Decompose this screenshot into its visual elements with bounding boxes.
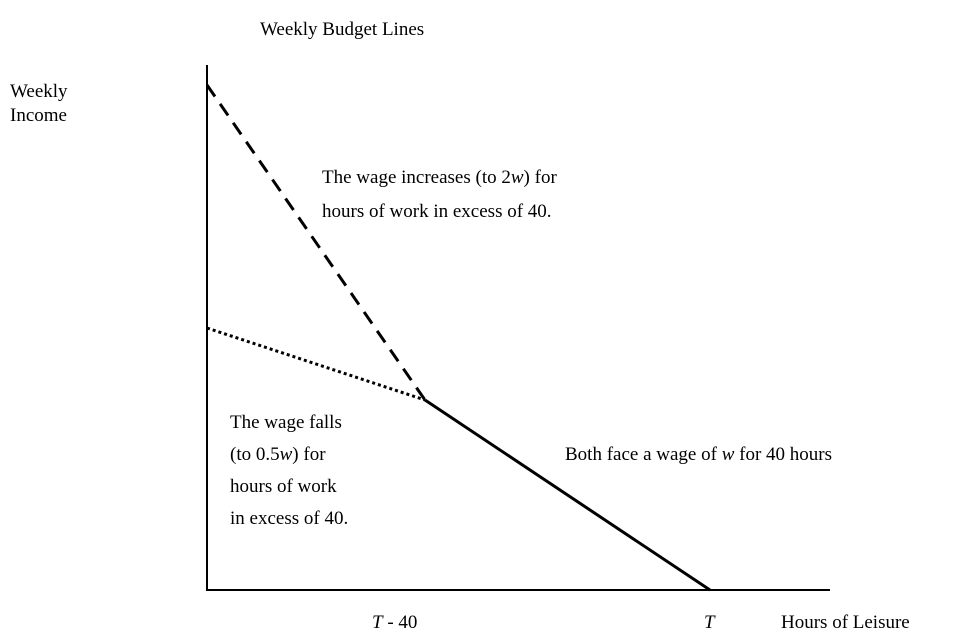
text-span: T — [372, 612, 384, 629]
text-span: ) for — [292, 444, 326, 465]
annotation-line: in excess of 40. — [230, 508, 348, 529]
annotation-line: (to 0.5w) for — [230, 444, 326, 465]
annotation-line: The wage falls — [230, 412, 342, 433]
annotation-line: hours of work in excess of 40. — [322, 201, 552, 222]
text-span: w — [511, 167, 524, 188]
annotation-line: Both face a wage of w for 40 hours — [565, 444, 832, 465]
dotted-budget-line — [206, 326, 426, 402]
solid-budget-line — [424, 398, 711, 592]
x-tick-label: T - 40 — [372, 612, 417, 629]
text-span: w — [722, 444, 735, 465]
text-span: The wage falls — [230, 412, 342, 433]
text-span: in excess of 40. — [230, 508, 348, 529]
y-axis-label: Income — [10, 105, 67, 126]
text-span: hours of work — [230, 476, 337, 497]
title: Weekly Budget Lines — [260, 19, 424, 40]
dashed-budget-line — [205, 84, 427, 401]
text-span: (to 0.5 — [230, 444, 280, 465]
annotation-line: hours of work — [230, 476, 337, 497]
text-span: for 40 hours — [734, 444, 832, 465]
text-span: hours of work in excess of 40. — [322, 201, 552, 222]
text-span: - 40 — [383, 612, 418, 629]
x-axis-label: Hours of Leisure — [781, 612, 910, 629]
text-span: ) for — [524, 167, 558, 188]
y-axis-label: Weekly — [10, 81, 68, 102]
x-tick-label: T — [704, 612, 716, 629]
text-span: w — [280, 444, 293, 465]
text-span: The wage increases (to 2 — [322, 167, 511, 188]
annotation-line: The wage increases (to 2w) for — [322, 167, 557, 188]
text-span: Both face a wage of — [565, 444, 722, 465]
text-span: T — [704, 612, 716, 629]
